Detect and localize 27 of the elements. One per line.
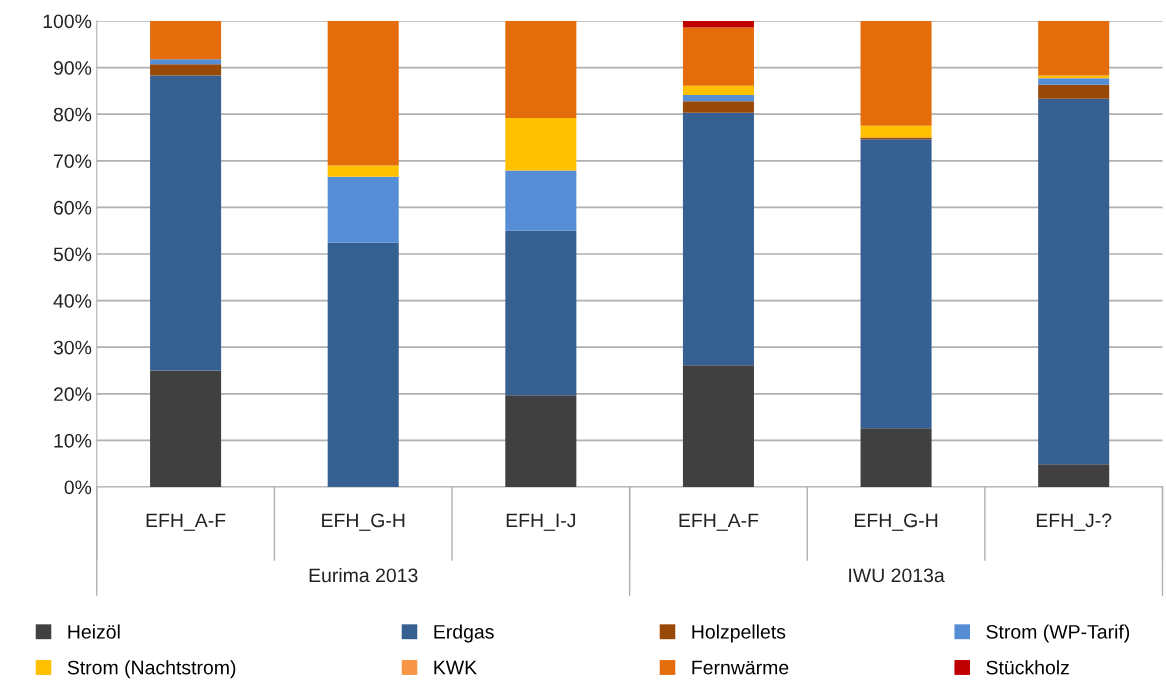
- legend-label: Strom (WP-Tarif): [986, 624, 1130, 643]
- legend-label: Erdgas: [434, 624, 494, 643]
- x-tick-label: EFH_A-F: [146, 513, 226, 531]
- x-tick-label: EFH_A-F: [679, 513, 759, 531]
- y-tick-label: 80%: [53, 107, 92, 122]
- legend-label: Holzpellets: [692, 624, 786, 643]
- text: Eurima 2013: [309, 567, 418, 583]
- legend-label: KWK: [434, 660, 477, 675]
- y-tick-label: 10%: [54, 433, 92, 448]
- legend-label: Stückholz: [986, 660, 1069, 675]
- x-tick-label: EFH_G-H: [322, 513, 405, 531]
- y-tick-label: 30%: [53, 340, 92, 355]
- y-tick-label: 0%: [64, 480, 92, 495]
- x-tick-label: EFH_I-J: [506, 513, 576, 531]
- legend-label: Strom (Nachtstrom): [67, 660, 236, 679]
- x-tick-label: EFH_J-?: [1036, 513, 1112, 531]
- y-tick-label: 60%: [53, 200, 92, 215]
- legend-label: Fernwärme: [692, 660, 789, 675]
- text: IWU 2013a: [849, 568, 945, 583]
- y-tick-label: 40%: [53, 294, 92, 308]
- x-tick-label: EFH_G-H: [854, 513, 938, 531]
- legend-label: Heizöl: [68, 624, 120, 639]
- y-tick-label: 70%: [54, 154, 92, 169]
- y-tick-label: 50%: [53, 247, 92, 262]
- y-tick-label: 90%: [53, 61, 92, 75]
- y-tick-label: 100%: [43, 14, 92, 29]
- y-tick-label: 20%: [53, 387, 92, 402]
